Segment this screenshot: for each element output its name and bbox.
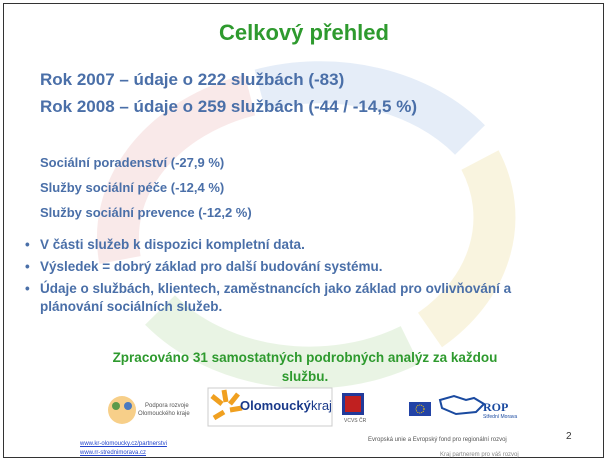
- conclusion: Zpracováno 31 samostatných podrobných an…: [90, 348, 520, 386]
- bullet: Údaje o službách, klientech, zaměstnancí…: [40, 280, 560, 316]
- logo-text: Podpora rozvoje: [145, 403, 189, 409]
- title: Celkový přehled: [0, 20, 608, 46]
- bullet: V části služeb k dispozici kompletní dat…: [40, 236, 560, 254]
- footer-link[interactable]: www.kr-olomoucky.cz/partnerstvi: [80, 441, 167, 447]
- motto: Kraj partnerem pro váš rozvoj: [440, 452, 519, 458]
- logo-text: Olomouckého kraje: [138, 411, 190, 417]
- category: Služby sociální prevence (-12,2 %): [40, 205, 252, 220]
- footer-link[interactable]: www.rr-strednimorava.cz: [80, 450, 146, 456]
- category: Sociální poradenství (-27,9 %): [40, 155, 224, 170]
- bullet: Výsledek = dobrý základ pro další budová…: [40, 258, 560, 276]
- page-number: 2: [566, 431, 572, 442]
- logo-text: Střední Morava: [483, 414, 517, 420]
- logo-text: kraj: [311, 398, 332, 413]
- summary-line: Rok 2008 – údaje o 259 službách (-44 / -…: [40, 97, 417, 117]
- logo-text: ROP: [483, 400, 508, 415]
- logo-text: VCVS ČR: [344, 418, 366, 424]
- summary-line: Rok 2007 – údaje o 222 službách (-83): [40, 70, 344, 90]
- slide: Celkový přehled Rok 2007 – údaje o 222 s…: [0, 0, 608, 462]
- eu-text: Evropská unie a Evropský fond pro region…: [368, 437, 507, 443]
- category: Služby sociální péče (-12,4 %): [40, 180, 224, 195]
- logo-text: Olomoucký: [240, 398, 311, 413]
